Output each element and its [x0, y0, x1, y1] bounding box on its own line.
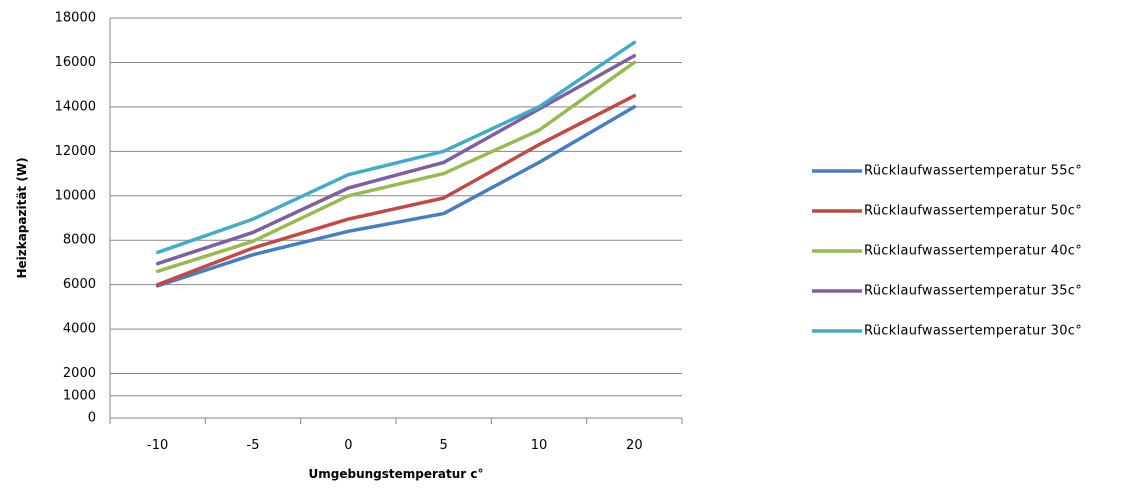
x-tick-label: 0: [344, 438, 352, 453]
legend: Rücklaufwassertemperatur 55c° Rücklaufwas…: [812, 164, 1082, 339]
x-tick-label: -5: [247, 438, 260, 453]
y-tick-label: 6000: [63, 277, 96, 292]
y-tick-label: 18000: [55, 11, 96, 26]
y-tick-label: 16000: [55, 55, 96, 70]
y-tick-label: 1000: [63, 388, 96, 403]
y-tick-label: 0: [88, 411, 96, 426]
y-tick-label: 10000: [55, 188, 96, 203]
legend-label: Rücklaufwassertemperatur 35c°: [864, 284, 1082, 299]
x-tick-label: -10: [147, 438, 168, 453]
x-tick-label: 10: [531, 438, 548, 453]
x-tick-label: 5: [440, 438, 448, 453]
x-axis-ticks: -10 -5 0 5 10 20: [147, 438, 643, 453]
legend-label: Rücklaufwassertemperatur 50c°: [864, 204, 1082, 219]
y-tick-label: 8000: [63, 233, 96, 248]
legend-label: Rücklaufwassertemperatur 40c°: [864, 244, 1082, 259]
y-tick-label: 14000: [55, 99, 96, 114]
series-line-3: [158, 56, 635, 264]
y-tick-label: 4000: [63, 322, 96, 337]
series-lines: [158, 42, 635, 285]
legend-label: Rücklaufwassertemperatur 30c°: [864, 324, 1082, 339]
x-tick-label: 20: [626, 438, 643, 453]
y-axis-ticks: 0 1000 2000 4000 6000 8000 10000 12000 14000 1600…: [55, 11, 96, 426]
series-line-1: [158, 96, 635, 285]
y-tick-label: 2000: [63, 366, 96, 381]
y-tick-label: 12000: [55, 144, 96, 159]
y-axis-title: Heizkapazität (W): [15, 157, 29, 278]
x-axis-title: Umgebungstemperatur c°: [309, 467, 484, 481]
legend-label: Rücklaufwassertemperatur 55c°: [864, 164, 1082, 179]
